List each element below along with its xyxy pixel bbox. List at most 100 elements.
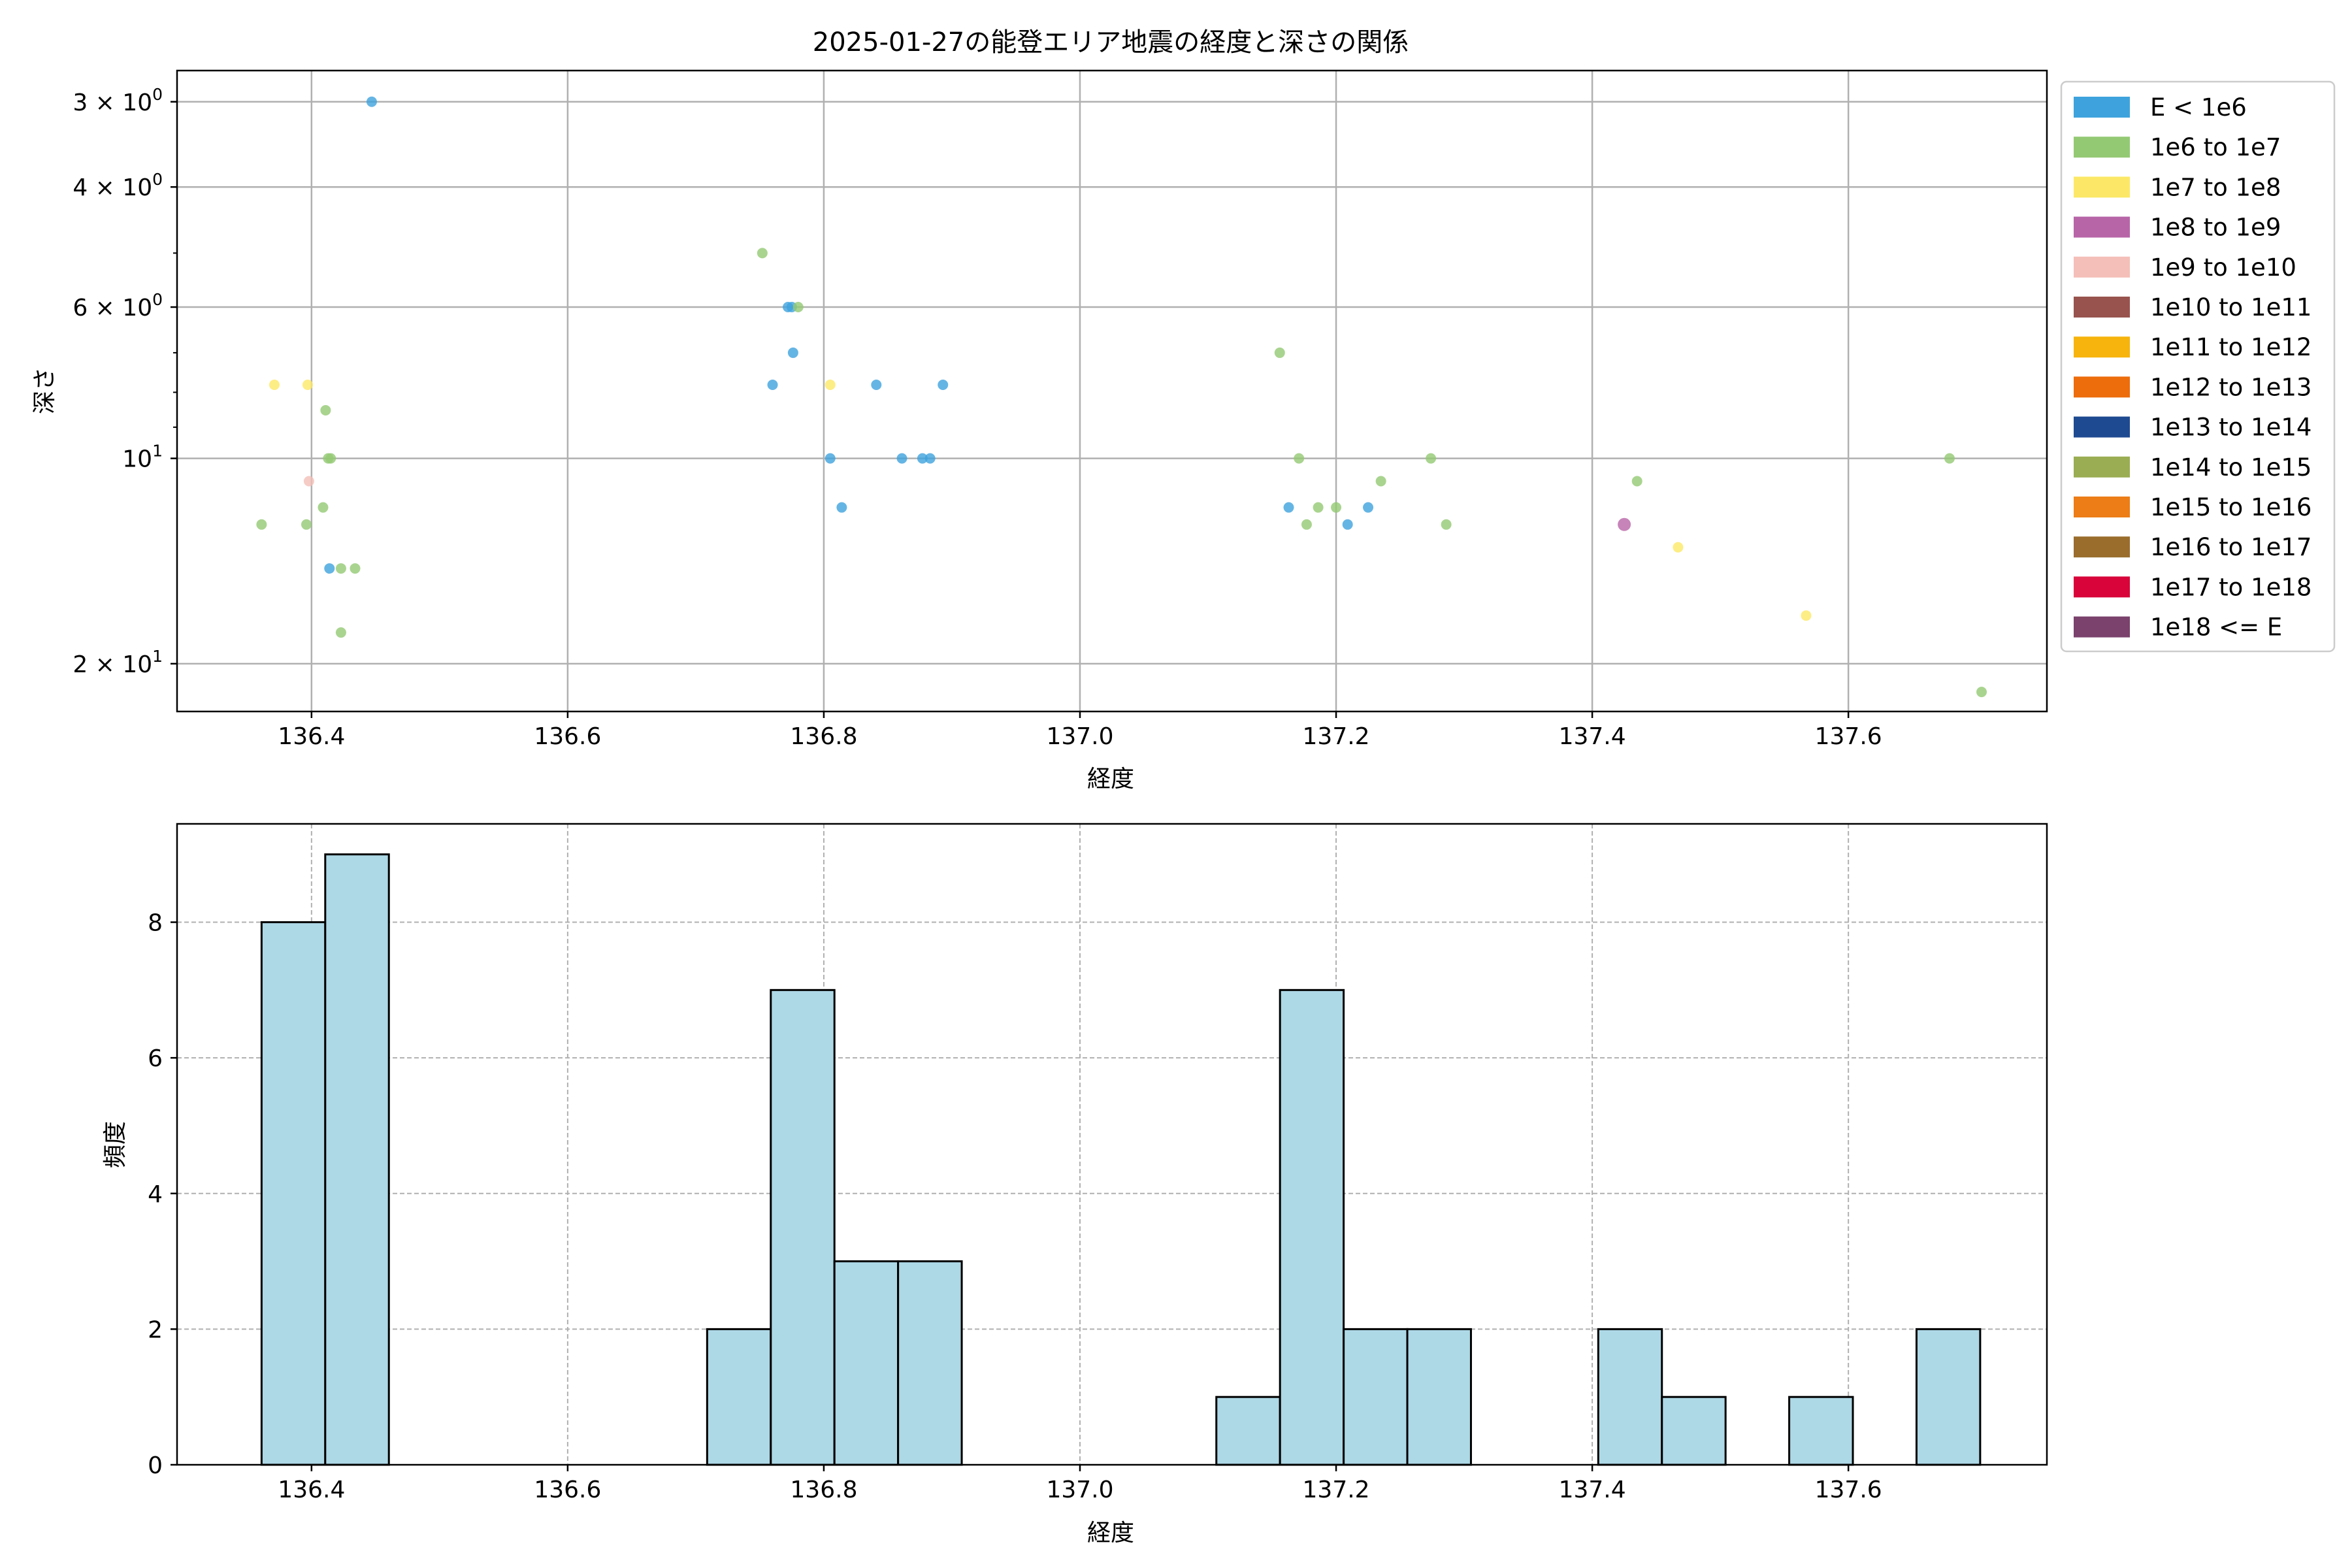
scatter-point: [301, 519, 312, 530]
scatter-point: [896, 453, 907, 464]
scatter-x-axis-ticks: 136.4 136.6 136.8 137.0 137.2 137.4 137.6: [278, 711, 1882, 750]
histogram-bar: [770, 988, 836, 1466]
scatter-x-tick-label: 137.4: [1559, 723, 1626, 750]
histogram-x-tick-label: 137.6: [1815, 1477, 1882, 1503]
legend-label: 1e11 to 1e12: [2150, 333, 2311, 361]
scatter-point: [871, 379, 882, 390]
histogram-y-tick-label: 6: [148, 1045, 163, 1072]
histogram-bar: [1343, 1328, 1409, 1466]
legend-frame: [2060, 80, 2336, 653]
scatter-point: [1426, 453, 1437, 464]
scatter-point: [256, 519, 267, 530]
scatter-point: [1441, 519, 1452, 530]
scatter-y-tick-label: 101: [122, 442, 163, 473]
scatter-point: [938, 379, 949, 390]
scatter-x-tick-label: 136.6: [534, 723, 601, 750]
scatter-y-axis-label: 深さ: [31, 367, 58, 414]
scatter-point: [1301, 519, 1312, 530]
scatter-x-tick-label: 136.4: [278, 723, 345, 750]
scatter-point: [1375, 476, 1386, 487]
scatter-point: [366, 96, 377, 107]
histogram-bars: [260, 853, 1982, 1466]
histogram-bar: [1406, 1328, 1472, 1466]
scatter-point: [335, 563, 346, 574]
legend-label: 1e8 to 1e9: [2150, 214, 2281, 242]
histogram-bar: [1215, 1396, 1281, 1466]
scatter-point: [1294, 453, 1305, 464]
histogram-chart: 136.4 136.6 136.8 137.0 137.2 137.4 137.6 0 2 4 6…: [102, 823, 2048, 1546]
scatter-x-tick-label: 136.8: [790, 723, 857, 750]
histogram-y-tick-label: 0: [148, 1452, 163, 1479]
scatter-point: [1976, 687, 1987, 698]
legend-swatch: [2074, 616, 2130, 638]
scatter-x-tick-label: 137.0: [1046, 723, 1113, 750]
scatter-point: [350, 563, 361, 574]
scatter-point: [318, 502, 329, 513]
legend-label: 1e6 to 1e7: [2150, 133, 2281, 161]
scatter-point: [1342, 519, 1353, 530]
legend-swatch: [2074, 456, 2130, 478]
scatter-point: [303, 476, 314, 487]
scatter-point: [1944, 453, 1955, 464]
scatter-points: [256, 96, 1987, 698]
legend-label: 1e12 to 1e13: [2150, 373, 2311, 401]
scatter-point: [825, 453, 836, 464]
scatter-point: [1618, 517, 1631, 531]
scatter-point: [825, 379, 836, 390]
legend-label: 1e9 to 1e10: [2150, 253, 2296, 282]
scatter-chart-title: 2025-01-27の能登エリア地震の経度と深さの関係: [813, 27, 1409, 57]
scatter-point: [1313, 502, 1324, 513]
histogram-x-tick-label: 136.8: [790, 1477, 857, 1503]
legend-swatch: [2074, 576, 2130, 598]
legend-swatch: [2074, 216, 2130, 238]
legend-swatch: [2074, 416, 2130, 438]
legend-label: 1e7 to 1e8: [2150, 173, 2281, 201]
histogram-bar: [706, 1328, 772, 1466]
histogram-x-tick-label: 137.2: [1303, 1477, 1370, 1503]
scatter-point: [917, 453, 928, 464]
histogram-bar: [1661, 1396, 1727, 1466]
scatter-point: [1363, 502, 1374, 513]
scatter-point: [1801, 610, 1812, 621]
scatter-point: [1283, 502, 1294, 513]
histogram-y-tick-label: 2: [148, 1316, 163, 1343]
legend-label: 1e18 <= E: [2150, 613, 2282, 642]
histogram-x-tick-label: 136.6: [534, 1477, 601, 1503]
legend-swatch: [2074, 376, 2130, 398]
scatter-point: [1274, 347, 1285, 358]
scatter-point: [836, 502, 847, 513]
histogram-bar: [897, 1260, 963, 1466]
scatter-point: [1331, 502, 1342, 513]
legend-label: 1e13 to 1e14: [2150, 414, 2311, 442]
scatter-point: [1631, 476, 1642, 487]
scatter-point: [757, 248, 768, 259]
scatter-x-tick-label: 137.2: [1303, 723, 1370, 750]
histogram-bar: [833, 1260, 900, 1466]
scatter-x-axis-label: 経度: [1087, 766, 1134, 792]
legend-swatch: [2074, 536, 2130, 558]
scatter-plot-frame: [176, 69, 2048, 713]
scatter-point: [1673, 542, 1684, 553]
histogram-y-tick-label: 4: [148, 1181, 163, 1208]
legend-swatch: [2074, 176, 2130, 198]
legend-swatch: [2074, 297, 2130, 318]
histogram-bar: [260, 921, 327, 1466]
scatter-y-axis-ticks: 3 × 100 4 × 100 6 × 100 101 2 × 101: [73, 85, 177, 678]
legend-swatch: [2074, 256, 2130, 278]
scatter-y-tick-label: 2 × 101: [73, 647, 163, 678]
legend-label: 1e17 to 1e18: [2150, 573, 2311, 601]
scatter-point: [324, 563, 335, 574]
legend-label: 1e16 to 1e17: [2150, 533, 2311, 561]
histogram-y-axis-label: 頻度: [102, 1121, 129, 1168]
histogram-x-tick-label: 137.4: [1559, 1477, 1626, 1503]
histogram-bar: [324, 853, 390, 1466]
scatter-chart: 2025-01-27の能登エリア地震の経度と深さの関係 136.4 136.6 13…: [31, 27, 2336, 792]
scatter-point: [767, 379, 778, 390]
scatter-point: [302, 379, 313, 390]
scatter-y-tick-label: 3 × 100: [73, 85, 163, 116]
legend-swatch: [2074, 97, 2130, 118]
scatter-point: [320, 404, 331, 416]
histogram-y-tick-label: 8: [148, 910, 163, 937]
scatter-point: [792, 302, 804, 313]
